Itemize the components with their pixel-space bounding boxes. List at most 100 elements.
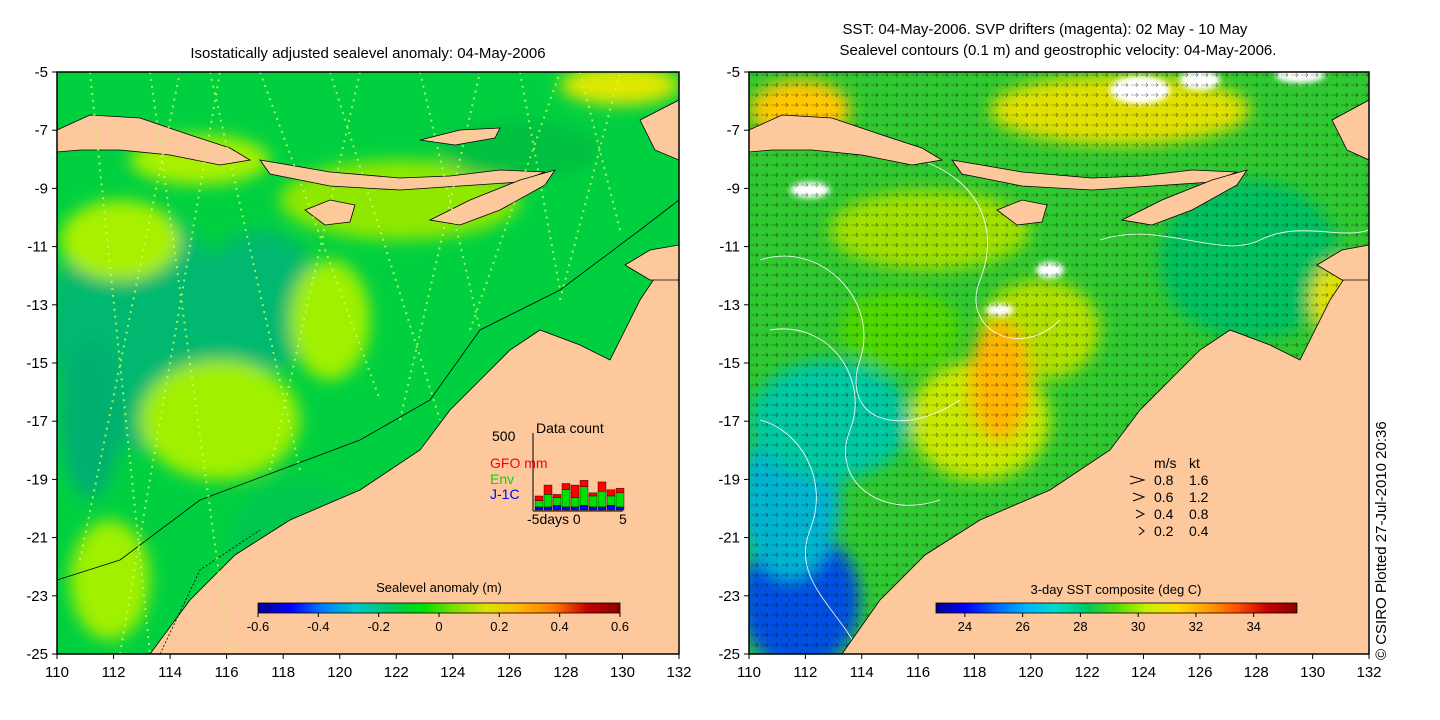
left-map-title: Isostatically adjusted sealevel anomaly:… bbox=[190, 45, 545, 62]
sst-cb-tick-label: 28 bbox=[1073, 619, 1087, 634]
data-count-xlabel: -5days 0 bbox=[527, 511, 581, 527]
left-xtick-label: 112 bbox=[102, 664, 126, 681]
right-xtick-label: 128 bbox=[1244, 664, 1269, 681]
velocity-kt: 0.4 bbox=[1189, 523, 1209, 539]
right-map-title-line2: Sealevel contours (0.1 m) and geostrophi… bbox=[840, 42, 1277, 59]
right-x-axis: 110 112 114 116 118 120 122 124 126 128 130 132 bbox=[737, 654, 1382, 681]
velocity-arrow bbox=[1135, 509, 1146, 519]
count-bar-j-1c bbox=[597, 506, 607, 511]
count-bar-gfo-mm bbox=[606, 489, 616, 497]
right-y-axis: -5 -7 -9 -11 -13 -15 -17 -19 -21 -23 -25 bbox=[718, 64, 749, 663]
right-ytick-label: -13 bbox=[718, 297, 740, 314]
sealevel-colorbar-title: Sealevel anomaly (m) bbox=[376, 580, 502, 595]
left-ytick-label: -11 bbox=[27, 239, 48, 256]
velocity-ms: 0.6 bbox=[1154, 489, 1174, 505]
count-bar-env bbox=[606, 495, 616, 506]
left-xtick-label: 132 bbox=[666, 664, 691, 681]
sst-colorbar-title: 3-day SST composite (deg C) bbox=[1031, 582, 1202, 597]
left-ytick-label: -5 bbox=[35, 64, 48, 81]
left-ytick-label: -13 bbox=[26, 297, 48, 314]
count-bar-env bbox=[534, 500, 544, 508]
sst-field bbox=[749, 72, 1369, 654]
data-count-max: 500 bbox=[492, 428, 516, 444]
count-bar-env bbox=[561, 489, 571, 508]
right-ytick-label: -11 bbox=[719, 239, 740, 256]
left-ytick-label: -23 bbox=[26, 588, 48, 605]
right-xtick-label: 124 bbox=[1131, 664, 1156, 681]
count-bar-j-1c bbox=[615, 506, 625, 511]
right-xtick-label: 118 bbox=[962, 664, 986, 681]
count-bar-env bbox=[615, 492, 625, 508]
sst-cb-tick-label: 34 bbox=[1246, 619, 1260, 634]
series-label-j1c: J-1C bbox=[490, 486, 520, 502]
right-xtick-label: 116 bbox=[906, 664, 930, 681]
left-ytick-label: -19 bbox=[26, 471, 48, 488]
right-ne-land bbox=[1331, 99, 1369, 161]
count-bar-j-1c bbox=[561, 506, 571, 511]
left-sumba-land bbox=[304, 199, 356, 226]
velocity-ms: 0.4 bbox=[1154, 506, 1174, 522]
velocity-legend-ms: m/s bbox=[1154, 455, 1177, 471]
left-y-axis: -5 -7 -9 -11 -13 -15 -17 -19 -21 -23 -25 bbox=[26, 64, 57, 663]
left-ytick-label: -15 bbox=[26, 355, 48, 372]
right-xtick-label: 122 bbox=[1075, 664, 1100, 681]
sealevel-cb-tick-label: -0.2 bbox=[367, 619, 389, 634]
velocity-arrow bbox=[1129, 475, 1146, 485]
velocity-legend: m/s kt 0.8 1.60.6 1.20.4 0.80.2 0.4 bbox=[1129, 455, 1209, 539]
left-ytick-label: -7 bbox=[35, 122, 48, 139]
right-ytick-label: -23 bbox=[718, 588, 740, 605]
right-ytick-label: -7 bbox=[727, 122, 740, 139]
left-x-axis: 110 112 114 116 118 120 122 124 126 128 130 132 bbox=[45, 654, 692, 681]
left-xtick-label: 124 bbox=[440, 664, 465, 681]
series-label-env: Env bbox=[490, 471, 514, 487]
left-timor-land bbox=[428, 169, 556, 226]
left-flores-land bbox=[419, 127, 501, 146]
sealevel-cb-tick-label: -0.6 bbox=[247, 619, 269, 634]
count-bar-gfo-mm bbox=[588, 492, 598, 497]
left-xtick-label: 130 bbox=[610, 664, 635, 681]
count-bar-j-1c bbox=[606, 505, 616, 511]
left-ytick-label: -17 bbox=[26, 413, 48, 430]
count-bar-env bbox=[570, 497, 580, 508]
data-count-panel: Data count 500 GFO mm Env J-1C -5days 0 … bbox=[490, 420, 627, 527]
velocity-legend-kt: kt bbox=[1189, 455, 1200, 471]
count-bar-env bbox=[552, 497, 562, 506]
left-xtick-label: 110 bbox=[45, 664, 69, 681]
sst-cb-tick-label: 32 bbox=[1189, 619, 1203, 634]
count-bar-j-1c bbox=[534, 506, 544, 511]
right-xtick-label: 132 bbox=[1356, 664, 1381, 681]
count-bar-gfo-mm bbox=[570, 484, 580, 498]
count-bar-env bbox=[597, 491, 607, 508]
left-ytick-label: -21 bbox=[26, 530, 48, 547]
count-bar-j-1c bbox=[543, 506, 553, 511]
velocity-kt: 1.6 bbox=[1189, 472, 1209, 488]
right-xtick-label: 112 bbox=[793, 664, 817, 681]
sealevel-colorbar: Sealevel anomaly (m) -0.6 -0.4 -0.2 0 0.2 0.4… bbox=[247, 580, 629, 634]
count-bar-gfo-mm bbox=[534, 495, 544, 501]
left-xtick-label: 128 bbox=[553, 664, 578, 681]
right-xtick-label: 114 bbox=[850, 664, 874, 681]
velocity-kt: 0.8 bbox=[1189, 506, 1209, 522]
count-bar-gfo-mm bbox=[597, 481, 607, 492]
count-bar-gfo-mm bbox=[561, 483, 571, 490]
left-xtick-label: 116 bbox=[215, 664, 239, 681]
right-map-panel: SST: 04-May-2006. SVP drifters (magenta)… bbox=[718, 21, 1381, 681]
right-ytick-label: -25 bbox=[718, 646, 740, 663]
left-ne-land bbox=[639, 99, 679, 161]
sealevel-cb-tick-label: 0.4 bbox=[551, 619, 569, 634]
left-xtick-label: 122 bbox=[384, 664, 409, 681]
left-xtick-label: 126 bbox=[497, 664, 522, 681]
sealevel-cb-tick-label: -0.4 bbox=[307, 619, 329, 634]
velocity-arrow bbox=[1138, 526, 1145, 536]
right-ytick-label: -17 bbox=[718, 413, 740, 430]
left-java-land bbox=[57, 114, 252, 166]
velocity-arrow bbox=[1132, 492, 1146, 502]
series-label-gfo: GFO mm bbox=[490, 455, 548, 471]
right-java-land bbox=[749, 114, 944, 166]
count-bar-j-1c bbox=[570, 506, 580, 511]
right-ytick-label: -5 bbox=[727, 64, 740, 81]
count-bar-gfo-mm bbox=[579, 480, 589, 487]
count-bar-j-1c bbox=[588, 506, 598, 511]
count-bar-gfo-mm bbox=[543, 484, 553, 495]
left-xtick-label: 118 bbox=[271, 664, 295, 681]
